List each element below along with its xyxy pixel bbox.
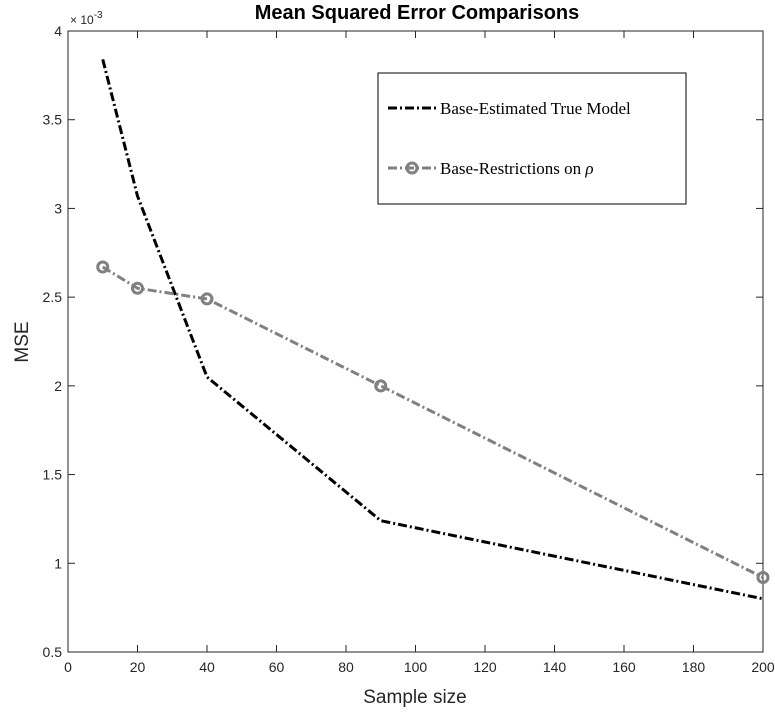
legend-text-base-restrictions: Base-Restrictions on ρ <box>440 159 594 178</box>
legend-text-prefix: Base-Restrictions on <box>440 159 585 178</box>
x-tick-label: 60 <box>269 659 285 675</box>
legend: Base-Estimated True Model Base-Restricti… <box>377 72 687 205</box>
y-exponent-base: × 10 <box>70 13 94 27</box>
series-layer <box>96 59 770 601</box>
x-tick-label: 100 <box>404 659 428 675</box>
y-tick-label: 4 <box>54 23 62 39</box>
series-line-1 <box>101 59 764 601</box>
y-axis-label: MSE <box>12 321 33 362</box>
x-tick-label: 20 <box>130 659 146 675</box>
series-point-2 <box>756 570 770 584</box>
x-tick-label: 40 <box>199 659 215 675</box>
x-tick-label: 120 <box>473 659 497 675</box>
y-exponent-power: -3 <box>94 10 103 21</box>
series-point-2 <box>96 260 110 274</box>
x-tick-label: 0 <box>64 659 72 675</box>
x-tick-label: 80 <box>338 659 354 675</box>
y-exponent-label: × 10-3 <box>70 10 103 27</box>
y-tick-label: 1 <box>54 555 62 571</box>
x-axis-label: Sample size <box>363 687 467 708</box>
series-point-2 <box>374 379 388 393</box>
series-point-2 <box>131 281 144 295</box>
y-tick-label: 0.5 <box>43 644 63 660</box>
x-tick-label: 140 <box>543 659 567 675</box>
legend-rho-symbol: ρ <box>584 159 593 178</box>
legend-text-base-estimated: Base-Estimated True Model <box>440 99 631 118</box>
y-tick-label: 2.5 <box>43 289 63 305</box>
x-tick-label: 200 <box>751 659 775 675</box>
y-tick-label: 3.5 <box>43 112 63 128</box>
y-tick-label: 3 <box>54 200 62 216</box>
x-tick-label: 180 <box>682 659 706 675</box>
legend-box <box>377 72 687 205</box>
y-tick-label: 1.5 <box>43 467 63 483</box>
x-axis-ticks: 0 20 40 60 80 100 120 140 160 180 200 <box>64 31 775 675</box>
legend-marker-circle <box>405 161 419 175</box>
series-line-2 <box>101 265 764 579</box>
chart-title: Mean Squared Error Comparisons <box>255 2 580 24</box>
y-tick-label: 2 <box>54 378 62 394</box>
series-point-2 <box>200 292 214 306</box>
x-tick-label: 160 <box>612 659 636 675</box>
y-axis-ticks: 0.5 1 1.5 2 2.5 3 3.5 4 <box>43 23 763 660</box>
